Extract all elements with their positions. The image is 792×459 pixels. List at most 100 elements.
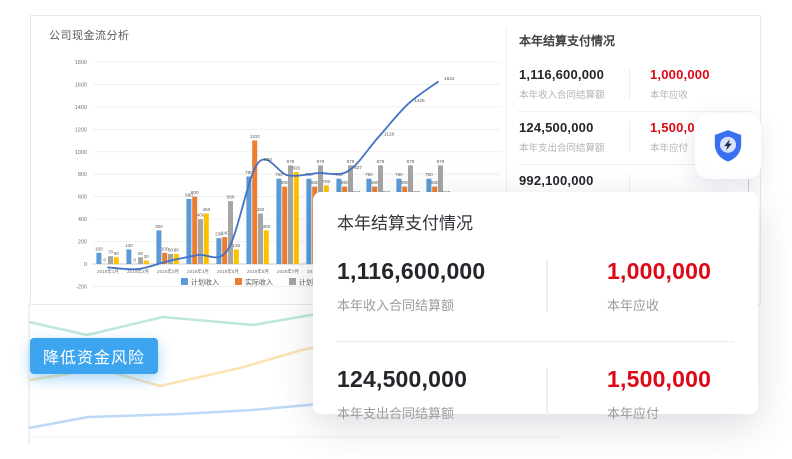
settlement-popup-card: 本年结算支付情况 1,116,600,000 本年收入合同结算额 1,000,0… (313, 192, 758, 421)
stats-income-label: 本年收入合同结算额 (519, 90, 605, 101)
stats-column-divider (629, 122, 630, 152)
popup-receivable-value: 1,000,000 (607, 258, 712, 284)
svg-text:-200: -200 (76, 284, 87, 290)
svg-text:879: 879 (287, 159, 295, 164)
svg-text:2019年1月: 2019年1月 (97, 268, 119, 275)
stats-row-expense: 124,500,000 本年支出合同结算额 1,500,000 本年应付 (519, 111, 751, 164)
svg-text:1600: 1600 (75, 82, 87, 88)
stats-column-divider (629, 175, 630, 205)
svg-text:2019年3月: 2019年3月 (157, 268, 179, 275)
svg-text:400: 400 (197, 213, 205, 218)
popup-payable-label: 本年应付 (607, 406, 660, 421)
svg-text:60: 60 (138, 251, 144, 256)
svg-text:400: 400 (78, 217, 87, 223)
panel-divider (506, 28, 507, 292)
svg-text:760: 760 (275, 172, 283, 177)
shield-card (695, 113, 761, 179)
svg-text:760: 760 (365, 172, 373, 177)
svg-text:0: 0 (103, 258, 106, 263)
svg-text:90: 90 (168, 247, 174, 252)
svg-text:1624: 1624 (444, 76, 455, 82)
svg-text:1126: 1126 (384, 132, 395, 138)
stats-receivable-label: 本年应收 (650, 90, 689, 101)
svg-text:879: 879 (347, 159, 355, 164)
svg-text:800: 800 (78, 172, 87, 178)
stats-payable-value: 1,500,000 (650, 120, 710, 135)
svg-text:600: 600 (191, 190, 199, 195)
svg-text:1425: 1425 (414, 98, 425, 104)
stats-income-value: 1,116,600,000 (519, 67, 605, 82)
svg-text:690: 690 (341, 180, 349, 185)
shield-bolt-icon (709, 127, 747, 165)
svg-text:100: 100 (95, 246, 103, 251)
svg-text:90: 90 (174, 247, 180, 252)
svg-text:300: 300 (262, 224, 270, 229)
svg-text:760: 760 (425, 172, 433, 177)
popup-row-income: 1,116,600,000 本年收入合同结算额 1,000,000 本年应收 (337, 258, 734, 314)
svg-text:0: 0 (133, 258, 136, 263)
popup-expense-label: 本年支出合同结算额 (337, 406, 455, 421)
svg-text:70: 70 (108, 250, 114, 255)
connector-line (748, 179, 749, 193)
svg-text:1400: 1400 (75, 105, 87, 111)
stats-payable-label: 本年应付 (650, 143, 689, 154)
svg-text:130: 130 (232, 243, 240, 248)
popup-income-value: 1,116,600,000 (337, 258, 486, 284)
stats-column-divider (629, 69, 630, 99)
svg-text:879: 879 (437, 159, 445, 164)
svg-text:690: 690 (311, 180, 319, 185)
svg-text:130: 130 (125, 243, 133, 248)
svg-text:879: 879 (377, 159, 385, 164)
svg-text:690: 690 (281, 180, 289, 185)
svg-text:760: 760 (395, 172, 403, 177)
popup-row-expense: 124,500,000 本年支出合同结算额 1,500,000 本年应付 (337, 366, 734, 422)
stats-expense-value: 124,500,000 (519, 120, 594, 135)
svg-text:100: 100 (161, 246, 169, 251)
popup-payable-value: 1,500,000 (607, 366, 712, 392)
svg-text:240: 240 (221, 231, 229, 236)
svg-text:1200: 1200 (75, 127, 87, 133)
svg-text:580: 580 (185, 192, 193, 197)
stats-balance-value: 992,100,000 (519, 173, 594, 188)
risk-reduction-badge[interactable]: 降低资金风险 (30, 338, 159, 374)
svg-text:200: 200 (78, 240, 87, 246)
svg-text:0: 0 (84, 262, 87, 268)
svg-text:690: 690 (371, 180, 379, 185)
popup-receivable-label: 本年应收 (607, 298, 660, 313)
svg-text:2019年4月: 2019年4月 (187, 268, 209, 275)
chart-title: 公司现金流分析 (49, 30, 130, 42)
popup-column-divider (546, 368, 548, 420)
svg-text:690: 690 (401, 180, 409, 185)
svg-text:2019年2月: 2019年2月 (127, 268, 149, 275)
popup-income-label: 本年收入合同结算额 (337, 298, 455, 313)
stats-receivable-value: 1,000,000 (650, 67, 710, 82)
svg-text:1000: 1000 (75, 150, 87, 156)
svg-text:700: 700 (322, 179, 330, 184)
svg-text:30: 30 (144, 254, 150, 259)
svg-text:2019年7月: 2019年7月 (277, 268, 299, 275)
svg-text:820: 820 (292, 165, 300, 170)
svg-text:879: 879 (407, 159, 415, 164)
svg-text:560: 560 (227, 195, 235, 200)
popup-title: 本年结算支付情况 (337, 214, 473, 233)
settlement-stats-panel: 本年结算支付情况 1,116,600,000 本年收入合同结算额 1,000,0… (519, 26, 751, 217)
svg-text:1800: 1800 (75, 60, 87, 66)
svg-text:230: 230 (215, 232, 223, 237)
stats-expense-label: 本年支出合同结算额 (519, 143, 605, 154)
svg-text:2019年5月: 2019年5月 (217, 268, 239, 275)
popup-dotted-divider (337, 341, 734, 342)
svg-text:600: 600 (78, 195, 87, 201)
svg-text:879: 879 (317, 159, 325, 164)
svg-text:690: 690 (431, 180, 439, 185)
stats-row-income: 1,116,600,000 本年收入合同结算额 1,000,000 本年应收 (519, 59, 751, 111)
svg-text:450: 450 (257, 207, 265, 212)
svg-text:计划收入: 计划收入 (191, 278, 219, 287)
popup-expense-value: 124,500,000 (337, 366, 468, 392)
svg-text:900: 900 (264, 157, 272, 163)
svg-text:450: 450 (202, 207, 210, 212)
svg-text:780: 780 (245, 170, 253, 175)
svg-text:300: 300 (155, 224, 163, 229)
svg-text:1100: 1100 (250, 134, 260, 139)
stats-title: 本年结算支付情况 (519, 34, 616, 48)
